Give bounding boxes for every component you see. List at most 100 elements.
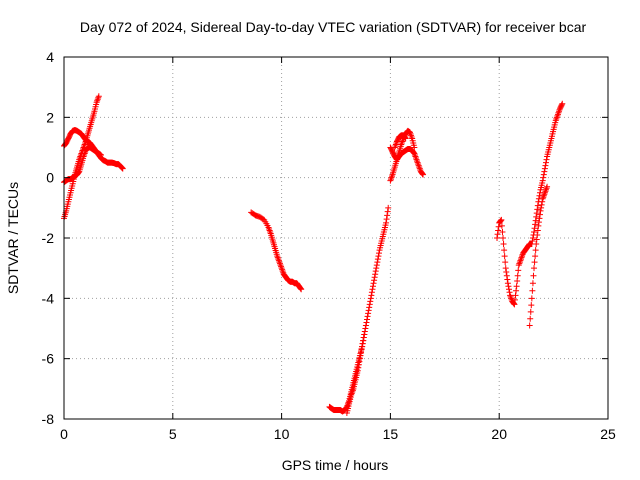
series-arc-5 xyxy=(494,100,566,308)
data-point xyxy=(360,337,367,344)
data-point xyxy=(494,235,501,241)
data-point xyxy=(361,328,368,335)
data-point xyxy=(513,287,520,294)
data-point xyxy=(374,256,381,263)
data-point xyxy=(500,241,507,248)
y-tick-label: -2 xyxy=(42,230,55,246)
data-point xyxy=(297,285,304,292)
data-point xyxy=(411,144,418,151)
data-point xyxy=(364,316,371,323)
data-point xyxy=(527,315,534,322)
data-point xyxy=(119,165,126,172)
data-point xyxy=(512,292,519,299)
data-point xyxy=(539,198,546,205)
x-tick-label: 15 xyxy=(383,426,399,442)
data-point xyxy=(532,247,539,254)
series-arc-2 xyxy=(248,209,305,293)
y-tick-label: -8 xyxy=(42,411,55,427)
data-point xyxy=(367,295,374,302)
data-point xyxy=(502,259,509,266)
data-point xyxy=(531,225,538,232)
data-point xyxy=(533,210,540,217)
data-point xyxy=(358,349,365,356)
series-arc-3b xyxy=(343,331,368,416)
data-point xyxy=(535,219,542,226)
series-arc-3 xyxy=(326,204,392,415)
grid xyxy=(64,57,608,419)
data-point xyxy=(420,171,427,178)
data-point xyxy=(371,274,378,281)
data-point xyxy=(495,227,502,234)
data-point xyxy=(356,355,363,362)
data-point xyxy=(363,319,370,326)
data-point xyxy=(362,325,369,332)
data-point xyxy=(536,215,543,222)
data-point xyxy=(360,334,367,341)
data-point xyxy=(530,272,537,279)
data-point xyxy=(529,280,536,287)
data-point xyxy=(541,165,548,172)
data-point xyxy=(497,217,504,224)
series-arc-5b xyxy=(526,183,551,329)
data-point xyxy=(119,165,126,172)
y-tick-label: -6 xyxy=(42,351,55,367)
data-point xyxy=(402,134,409,141)
y-tick-label: 2 xyxy=(46,109,54,125)
data-point xyxy=(534,227,541,234)
series-arc-4c xyxy=(391,132,409,151)
y-axis-label: SDTVAR / TECUs xyxy=(5,182,21,294)
data-point xyxy=(402,135,409,142)
x-tick-label: 25 xyxy=(600,426,616,442)
data-point xyxy=(359,340,366,347)
data-point xyxy=(527,308,534,315)
data-point xyxy=(537,207,544,214)
data-point xyxy=(542,162,549,169)
data-point xyxy=(383,219,390,226)
data-point xyxy=(559,100,566,107)
data-point xyxy=(499,228,506,235)
data-point xyxy=(355,364,362,371)
data-point xyxy=(514,277,521,284)
data-point xyxy=(298,286,305,293)
data-point xyxy=(511,301,518,308)
data-point xyxy=(366,301,373,308)
data-point xyxy=(357,352,364,359)
data-point xyxy=(95,93,102,100)
data-point xyxy=(367,298,374,305)
data-point xyxy=(369,286,376,293)
data-point xyxy=(529,287,536,294)
data-point xyxy=(503,272,510,279)
data-point xyxy=(538,201,545,208)
data-layer xyxy=(61,93,566,416)
data-point xyxy=(384,212,391,219)
data-point xyxy=(533,241,540,248)
x-tick-label: 10 xyxy=(274,426,290,442)
chart-title: Day 072 of 2024, Sidereal Day-to-day VTE… xyxy=(80,19,587,35)
data-point xyxy=(511,296,518,303)
data-point xyxy=(534,206,541,213)
data-point xyxy=(538,204,545,211)
data-point xyxy=(358,346,365,353)
data-point xyxy=(504,276,511,283)
data-point xyxy=(498,216,505,223)
data-point xyxy=(372,271,379,278)
data-point xyxy=(94,96,101,103)
data-point xyxy=(531,259,538,266)
data-point xyxy=(526,322,533,329)
data-point xyxy=(503,268,510,275)
y-tick-label: 0 xyxy=(46,170,54,186)
data-point xyxy=(368,292,375,299)
data-point xyxy=(543,156,550,163)
data-point xyxy=(365,310,372,317)
data-point xyxy=(354,367,361,374)
data-point xyxy=(75,169,82,176)
data-point xyxy=(537,211,543,218)
data-point xyxy=(375,250,382,257)
data-point xyxy=(366,304,373,311)
data-point xyxy=(533,236,540,243)
data-point xyxy=(368,289,375,296)
data-point xyxy=(532,253,539,260)
data-point xyxy=(384,208,391,215)
data-point xyxy=(510,300,517,307)
data-point xyxy=(534,231,541,238)
